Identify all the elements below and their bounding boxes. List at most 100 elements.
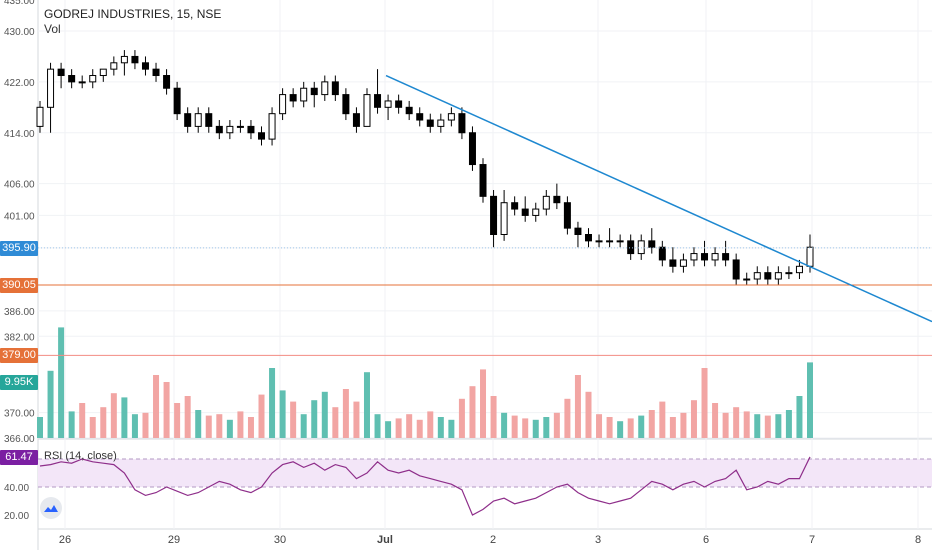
volume-label[interactable]: Vol — [44, 22, 61, 36]
volume-bar — [247, 417, 254, 438]
volume-bar — [785, 410, 792, 438]
volume-bar — [332, 407, 339, 438]
candle-body — [205, 113, 213, 127]
candle-body — [279, 94, 287, 115]
volume-bar — [363, 372, 370, 438]
candle-body — [384, 100, 392, 108]
candle-body — [542, 195, 550, 210]
volume-bar — [100, 407, 107, 438]
candle-body — [648, 240, 656, 248]
candle-body — [78, 81, 86, 84]
rsi-tick-label: 40.00 — [4, 483, 29, 494]
time-tick-label: 8 — [915, 534, 921, 546]
volume-bar — [764, 415, 771, 438]
candle-body — [479, 164, 487, 197]
candle-body — [47, 68, 55, 108]
volume-bar — [690, 400, 697, 438]
volume-bar — [648, 410, 655, 438]
volume-bar — [543, 417, 550, 438]
candle-body — [120, 55, 128, 64]
candle-body — [226, 125, 234, 134]
volume-bar — [269, 368, 276, 438]
candle-body — [679, 259, 687, 267]
candle-body — [658, 246, 666, 261]
candle-body — [173, 87, 181, 115]
price-tick-label: 414.00 — [4, 129, 35, 140]
candlestick-series — [36, 50, 814, 286]
volume-bar — [733, 407, 740, 438]
candle-body — [447, 113, 455, 121]
volume-bar — [321, 391, 328, 438]
candle-body — [806, 246, 814, 267]
time-tick-label: 30 — [274, 534, 286, 546]
candle-body — [468, 132, 476, 166]
candle-body — [374, 94, 382, 108]
volume-bar — [311, 400, 318, 438]
volume-bar — [490, 396, 497, 438]
volume-bar — [195, 410, 202, 438]
volume-bar — [342, 389, 349, 438]
symbol-title[interactable]: GODREJ INDUSTRIES, 15, NSE — [44, 7, 222, 21]
time-tick-label: 3 — [595, 534, 601, 546]
price-tick-label: 386.00 — [4, 307, 35, 318]
candle-body — [743, 278, 751, 281]
candle-body — [236, 125, 244, 128]
volume-bar — [395, 418, 402, 438]
volume-bar — [680, 412, 687, 438]
volume-bar — [427, 411, 434, 438]
candle-body — [131, 55, 139, 64]
volume-bar — [374, 414, 381, 438]
candle-body — [500, 202, 508, 235]
price-tick-label: 406.00 — [4, 180, 35, 191]
rsi-tick-label: 20.00 — [4, 511, 29, 522]
candle-body — [310, 87, 318, 96]
volume-bar — [627, 418, 634, 438]
candle-body — [426, 119, 434, 127]
candle-body — [152, 68, 160, 77]
volume-bar — [606, 417, 613, 438]
volume-bar — [553, 412, 560, 438]
candle-body — [89, 75, 97, 83]
volume-bar — [300, 414, 307, 438]
volume-bar — [522, 418, 529, 438]
volume-bar — [701, 368, 708, 438]
tradingview-logo-icon[interactable] — [40, 497, 62, 519]
volume-bar — [480, 369, 487, 438]
price-tick-label: 430.00 — [4, 27, 35, 38]
volume-bar — [501, 412, 508, 438]
volume-bar — [290, 401, 297, 438]
candle-body — [363, 94, 371, 127]
time-tick-label: 29 — [168, 534, 180, 546]
candle-body — [68, 75, 76, 83]
candle-body — [606, 240, 614, 243]
candle-body — [99, 68, 107, 77]
candle-body — [163, 75, 171, 89]
candle-body — [352, 113, 360, 127]
rsi-value-tag: 61.47 — [0, 449, 38, 465]
candle-body — [331, 81, 339, 96]
volume-bar — [279, 390, 286, 438]
price-tick-label: 370.00 — [4, 409, 35, 420]
level-tag-379: 379.00 — [0, 348, 38, 364]
volume-bar — [754, 414, 761, 438]
price-tick-label: 382.00 — [4, 332, 35, 343]
volume-bars — [37, 327, 813, 438]
candle-body — [722, 253, 730, 261]
volume-bar — [564, 398, 571, 438]
candle-body — [701, 253, 709, 261]
volume-bar — [184, 396, 191, 438]
volume-bar — [807, 362, 813, 438]
volume-bar — [659, 401, 666, 438]
volume-bar — [131, 414, 138, 438]
volume-bar — [596, 414, 603, 438]
candle-body — [110, 62, 118, 70]
candle-body — [616, 240, 624, 243]
candle-body — [258, 132, 266, 140]
volume-bar — [469, 386, 476, 438]
last-price-tag: 395.90 — [0, 240, 38, 256]
rsi-line — [39, 456, 811, 516]
candle-body — [395, 100, 403, 108]
volume-bar — [237, 411, 244, 438]
rsi-label[interactable]: RSI (14, close) — [44, 450, 117, 462]
